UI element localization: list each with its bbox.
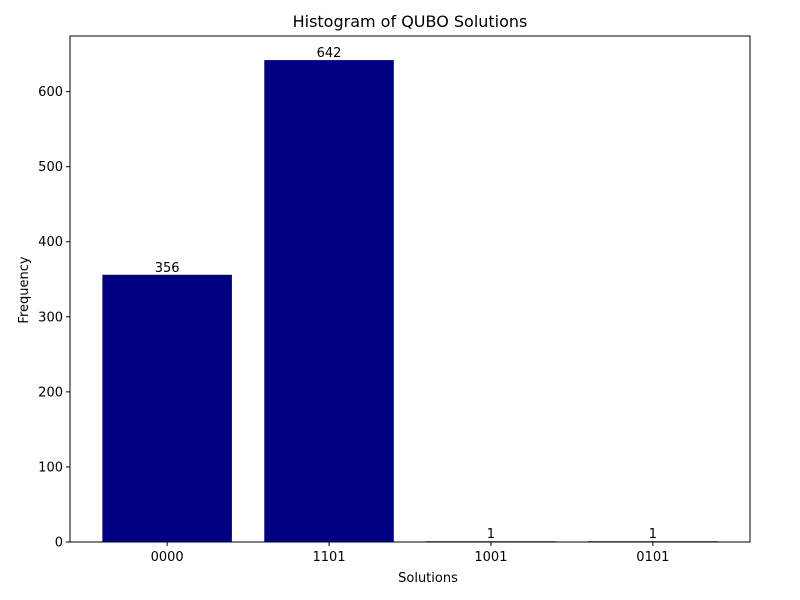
x-tick-label-0000: 0000: [151, 550, 184, 565]
bar-1101: [264, 60, 394, 542]
y-tick-label-600: 600: [38, 85, 63, 100]
data-label-1101: 642: [317, 46, 342, 61]
y-tick-label-100: 100: [38, 460, 63, 475]
x-tick-label-1101: 1101: [313, 550, 346, 565]
y-tick-label-200: 200: [38, 385, 63, 400]
data-label-1001: 1: [487, 527, 495, 542]
x-axis: 0000 1101 1001 0101: [151, 542, 669, 565]
y-axis: 0 100 200 300 400 500 600: [38, 85, 70, 551]
y-tick-label-400: 400: [38, 235, 63, 250]
y-axis-label: Frequency: [17, 256, 32, 323]
x-axis-label: Solutions: [398, 571, 458, 586]
data-label-0000: 356: [155, 261, 180, 276]
y-tick-label-500: 500: [38, 160, 63, 175]
x-tick-label-1001: 1001: [474, 550, 507, 565]
data-labels-group: 356 642 1 1: [155, 46, 657, 542]
chart-title: Histogram of QUBO Solutions: [293, 12, 528, 31]
x-tick-label-0101: 0101: [636, 550, 669, 565]
bars-group: [102, 60, 718, 542]
data-label-0101: 1: [649, 527, 657, 542]
y-tick-label-300: 300: [38, 310, 63, 325]
y-tick-label-0: 0: [55, 536, 63, 551]
plot-frame: [69, 35, 751, 543]
bar-0000: [102, 274, 232, 542]
